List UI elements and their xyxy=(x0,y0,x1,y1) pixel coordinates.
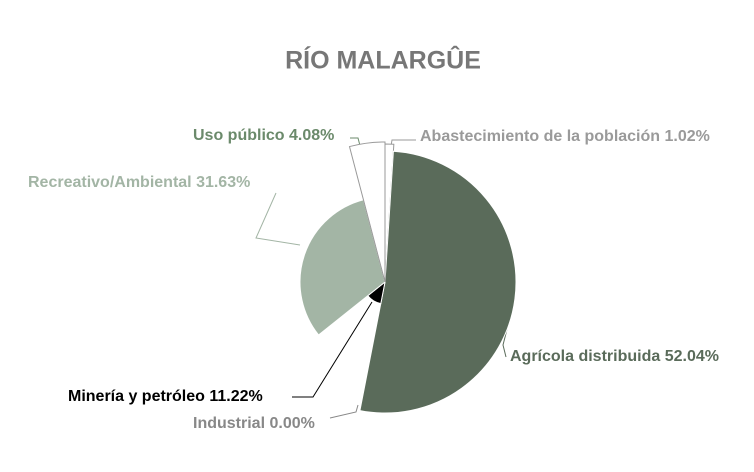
slice-label: Agrícola distribuida 52.04% xyxy=(510,348,719,365)
slice-label: Minería y petróleo 11.22% xyxy=(68,388,263,405)
slice-label-name: Abastecimiento de la población xyxy=(420,128,660,145)
leader-line xyxy=(255,192,301,246)
slice-label-value: 52.04% xyxy=(665,348,719,365)
slice-label-name: Uso público xyxy=(193,127,285,144)
slice-label: Recreativo/Ambiental 31.63% xyxy=(28,174,250,191)
slice-label-value: 4.08% xyxy=(289,127,334,144)
pie-slice xyxy=(359,150,517,414)
pie-slice xyxy=(348,141,386,283)
slice-label-value: 31.63% xyxy=(196,174,250,191)
slice-label-value: 0.00% xyxy=(269,415,314,432)
slice-label-name: Recreativo/Ambiental xyxy=(28,174,192,191)
leaders xyxy=(255,137,513,419)
leader-line xyxy=(329,404,359,419)
slice-label-name: Industrial xyxy=(193,415,265,432)
leader-line xyxy=(292,301,373,398)
pie-slice xyxy=(299,199,386,336)
slice-label: Uso público 4.08% xyxy=(193,127,334,144)
slice-label: Abastecimiento de la población 1.02% xyxy=(420,128,710,145)
slice-label-name: Minería y petróleo xyxy=(68,388,205,405)
slice-label: Industrial 0.00% xyxy=(193,415,315,432)
slice-label-name: Agrícola distribuida xyxy=(510,348,660,365)
slice-label-value: 11.22% xyxy=(209,388,262,405)
chart-title: RÍO MALARGÛE xyxy=(285,45,481,75)
slice-label-value: 1.02% xyxy=(665,128,710,145)
